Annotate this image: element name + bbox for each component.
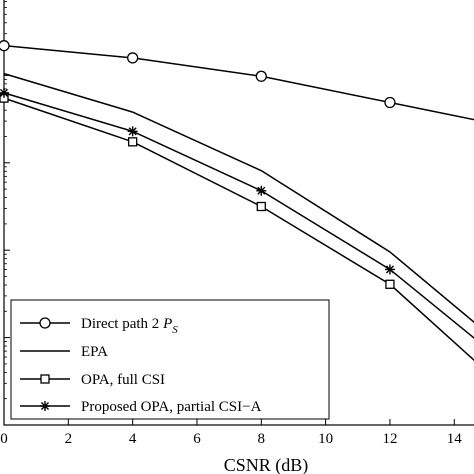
x-tick-label: 8 (258, 431, 266, 447)
data-point (126, 52, 139, 64)
legend-item: EPA (20, 344, 108, 360)
x-tick-label: 14 (447, 431, 463, 447)
series-0 (0, 40, 474, 121)
data-point (384, 264, 395, 275)
x-tick-label: 10 (318, 431, 333, 447)
legend-item: OPA, full CSI (20, 372, 165, 388)
legend-label: OPA, full CSI (81, 372, 165, 388)
x-tick-label: 4 (129, 431, 137, 447)
plot-frame (3, 0, 474, 426)
star-stroke (40, 401, 50, 411)
legend-box (10, 299, 330, 420)
data-point (0, 87, 9, 98)
data-point (255, 70, 267, 82)
legend-item: Direct path 2 PS (20, 316, 178, 336)
x-tick-label: 0 (0, 431, 8, 447)
data-point (384, 96, 396, 109)
star-stroke (128, 127, 137, 136)
series-line (3, 72, 474, 324)
star-stroke (0, 88, 9, 97)
legend-marker (39, 317, 51, 329)
axes: 0 2 4 6 8 10 12 14 (0, 0, 474, 447)
series-2 (0, 93, 474, 362)
legend-item: Proposed OPA, partial CSI−A (20, 399, 262, 415)
legend-marker (40, 374, 50, 384)
x-tick-label: 12 (382, 431, 397, 447)
data-point (127, 126, 138, 137)
legend-label: Direct path 2 PS (81, 316, 178, 336)
x-tick-label: 6 (193, 431, 201, 447)
star-stroke (385, 265, 394, 274)
legend-marker (40, 401, 50, 411)
data-point (127, 137, 138, 147)
data-point (256, 185, 267, 196)
legend-label: Proposed OPA, partial CSI−A (81, 399, 262, 415)
star-stroke (257, 186, 266, 195)
x-tick-label: 2 (65, 431, 73, 447)
legend: Direct path 2 PS EPA OPA, full CSI Proposed… (10, 299, 330, 420)
series-group (0, 40, 474, 362)
series-3 (0, 87, 474, 339)
series-line (3, 44, 474, 121)
data-point (256, 201, 266, 212)
x-axis-title: CSNR (dB) (224, 455, 309, 474)
data-point (385, 279, 395, 289)
data-point (0, 40, 10, 52)
series-1 (3, 72, 474, 324)
legend-label: EPA (81, 344, 108, 360)
